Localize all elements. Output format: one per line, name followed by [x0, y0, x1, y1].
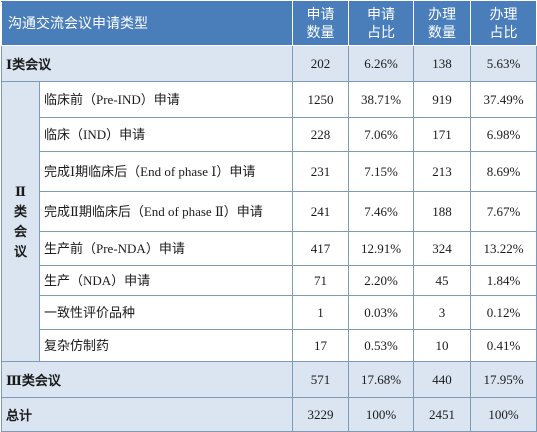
- row-label: 复杂仿制药: [39, 329, 293, 362]
- handle-ratio: 13.22%: [470, 231, 537, 266]
- handle-count: 10: [413, 329, 471, 362]
- handle-ratio: 17.95%: [470, 361, 537, 398]
- apply-ratio: 7.06%: [348, 117, 414, 152]
- header-apply-count: 申请 数量: [292, 1, 349, 46]
- apply-count: 231: [292, 151, 349, 192]
- apply-ratio: 7.15%: [348, 151, 414, 192]
- row-class2-item: 完成Ⅱ期临床后（End of phase Ⅱ）申请 241 7.46% 188 …: [2, 191, 537, 232]
- handle-count: 213: [413, 151, 471, 192]
- handle-count: 440: [413, 361, 471, 398]
- header-type: 沟通交流会议申请类型: [1, 1, 293, 46]
- handle-ratio: 1.84%: [470, 265, 537, 296]
- row-label: 完成Ⅰ期临床后（End of phase Ⅰ）申请: [39, 151, 293, 192]
- row-class2-item: Ⅱ 类 会 议 临床前（Pre-IND）申请 1250 38.71% 919 3…: [1, 81, 537, 362]
- apply-count: 228: [292, 117, 349, 152]
- header-apply-ratio: 申请 占比: [348, 1, 414, 46]
- handle-ratio: 0.12%: [470, 295, 537, 330]
- apply-ratio: 7.46%: [348, 191, 414, 232]
- apply-count: 3229: [292, 397, 349, 432]
- row-label: 生产（NDA）申请: [39, 265, 293, 296]
- row-label: 临床（IND）申请: [39, 117, 293, 152]
- apply-ratio: 38.71%: [348, 81, 414, 118]
- handle-count: 138: [413, 45, 471, 82]
- row-class2-item: 生产前（Pre-NDA）申请 417 12.91% 324 13.22%: [2, 231, 537, 266]
- handle-ratio: 8.69%: [470, 151, 537, 192]
- handle-count: 171: [413, 117, 471, 152]
- handle-ratio: 5.63%: [470, 45, 537, 82]
- handle-count: 45: [413, 265, 471, 296]
- handle-ratio: 7.67%: [470, 191, 537, 232]
- row-class2-item: 完成Ⅰ期临床后（End of phase Ⅰ）申请 231 7.15% 213 …: [2, 151, 537, 192]
- apply-count: 1: [292, 295, 349, 330]
- header-handle-count: 办理 数量: [413, 1, 471, 46]
- apply-ratio: 0.03%: [348, 295, 414, 330]
- apply-ratio: 2.20%: [348, 265, 414, 296]
- row-label: 一致性评价品种: [39, 295, 293, 330]
- header-handle-ratio: 办理 占比: [470, 1, 537, 46]
- row-class2-item: 复杂仿制药 17 0.53% 10 0.41%: [2, 329, 537, 362]
- handle-count: 324: [413, 231, 471, 266]
- handle-ratio: 37.49%: [470, 81, 537, 118]
- row-class1: Ⅰ类会议 202 6.26% 138 5.63%: [1, 45, 537, 82]
- apply-ratio: 17.68%: [348, 361, 414, 398]
- row-label: 完成Ⅱ期临床后（End of phase Ⅱ）申请: [39, 191, 293, 232]
- row-class3: Ⅲ类会议 571 17.68% 440 17.95%: [1, 361, 537, 398]
- row-label: 生产前（Pre-NDA）申请: [39, 231, 293, 266]
- apply-ratio: 12.91%: [348, 231, 414, 266]
- row-label: Ⅰ类会议: [1, 45, 293, 82]
- apply-ratio: 0.53%: [348, 329, 414, 362]
- apply-count: 417: [292, 231, 349, 266]
- row-class2-item: 生产（NDA）申请 71 2.20% 45 1.84%: [2, 265, 537, 296]
- apply-count: 241: [292, 191, 349, 232]
- row-class2-item: 一致性评价品种 1 0.03% 3 0.12%: [2, 295, 537, 330]
- class2-group-label: Ⅱ 类 会 议: [1, 81, 40, 362]
- row-label: Ⅲ类会议: [1, 361, 293, 398]
- row-label: 总计: [1, 397, 293, 432]
- apply-count: 17: [292, 329, 349, 362]
- apply-count: 1250: [292, 81, 349, 118]
- handle-count: 188: [413, 191, 471, 232]
- row-class2-item: 临床（IND）申请 228 7.06% 171 6.98%: [2, 117, 537, 152]
- handle-ratio: 0.41%: [470, 329, 537, 362]
- row-total: 总计 3229 100% 2451 100%: [1, 397, 537, 432]
- apply-ratio: 6.26%: [348, 45, 414, 82]
- apply-count: 571: [292, 361, 349, 398]
- handle-ratio: 6.98%: [470, 117, 537, 152]
- handle-ratio: 100%: [470, 397, 537, 432]
- apply-count: 202: [292, 45, 349, 82]
- handle-count: 2451: [413, 397, 471, 432]
- apply-count: 71: [292, 265, 349, 296]
- handle-count: 3: [413, 295, 471, 330]
- row-label: 临床前（Pre-IND）申请: [39, 81, 293, 118]
- header-row: 沟通交流会议申请类型 申请 数量 申请 占比 办理 数量 办理 占比: [1, 1, 537, 46]
- handle-count: 919: [413, 81, 471, 118]
- apply-ratio: 100%: [348, 397, 414, 432]
